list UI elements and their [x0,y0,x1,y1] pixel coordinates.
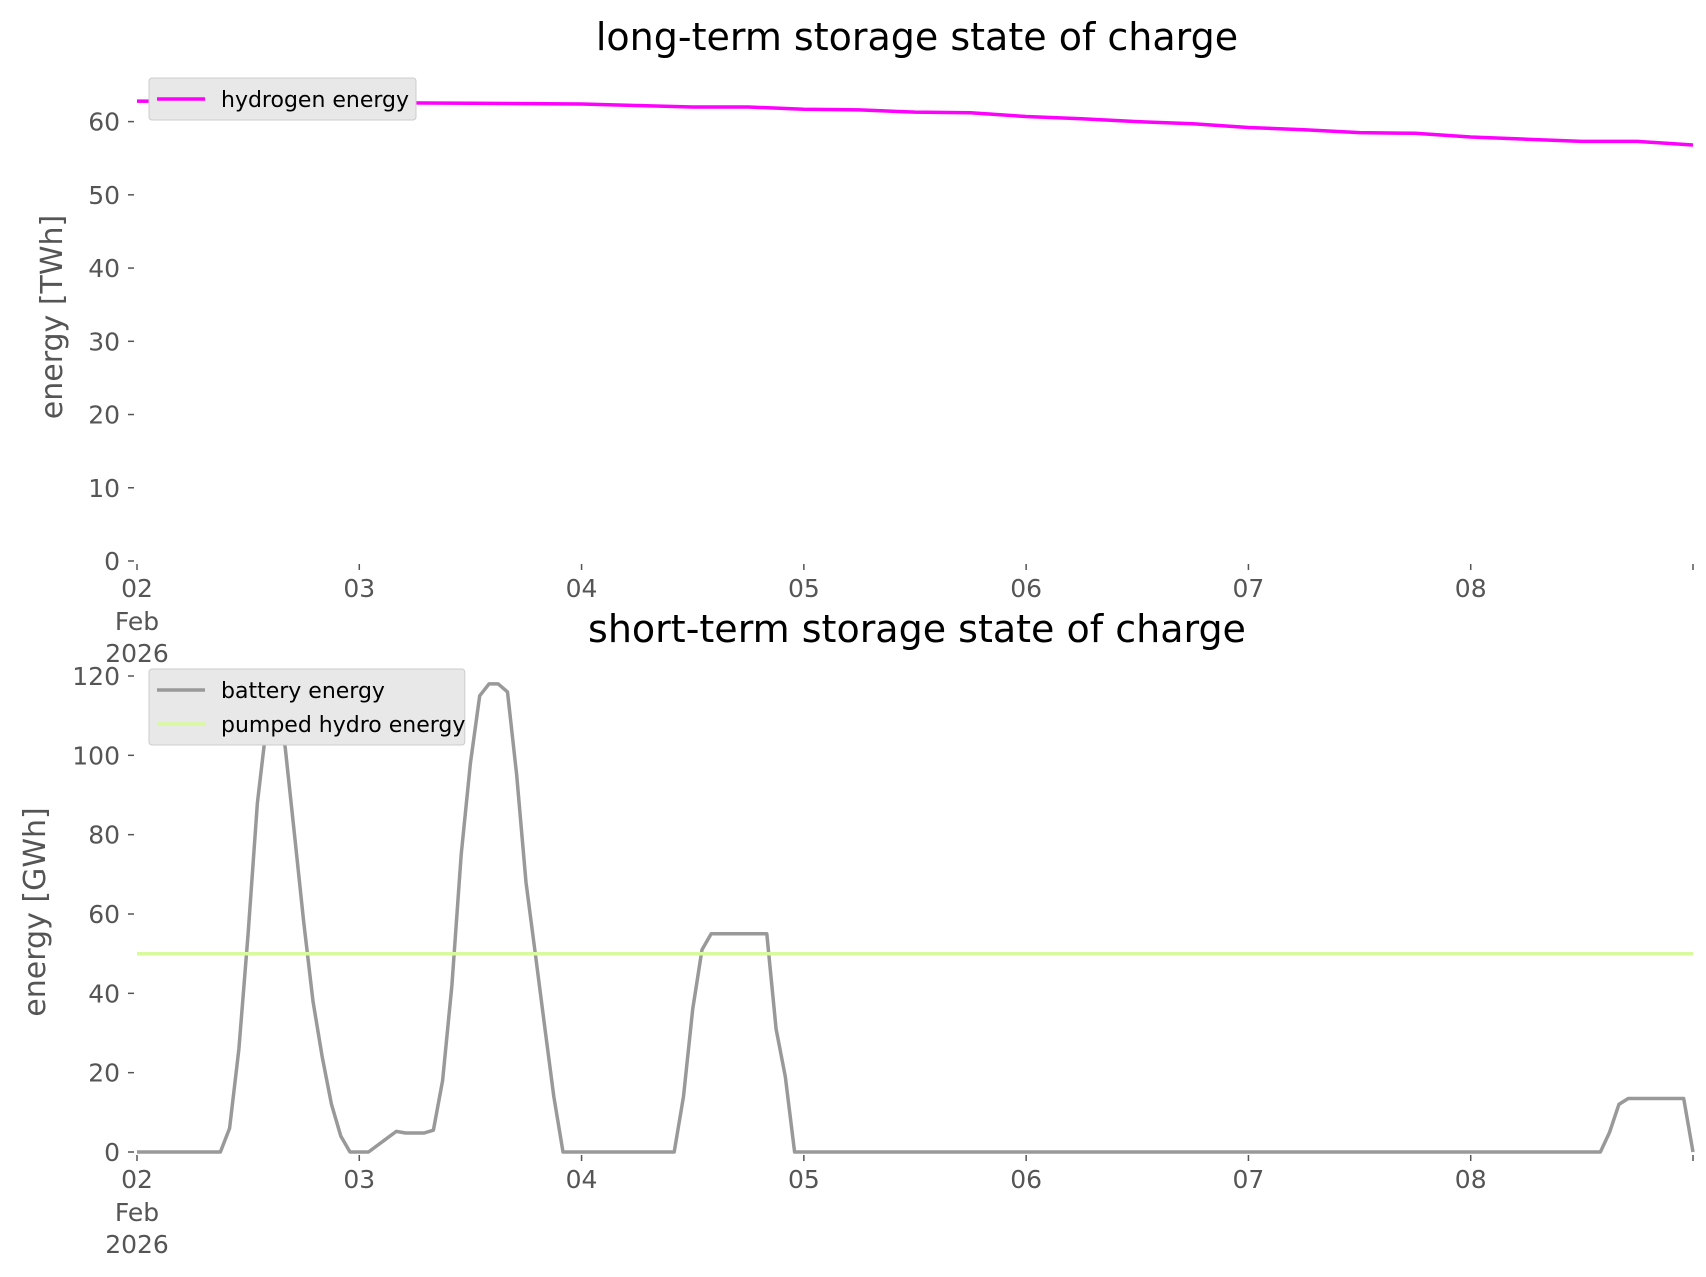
x-tick-label: 05 [788,1165,820,1194]
x-tick-label: 07 [1233,1165,1265,1194]
y-tick-label: 20 [88,1059,120,1088]
x-tick-label: 03 [343,1165,375,1194]
x-tick-sublabel: Feb [115,1198,159,1227]
series-line [137,682,1695,1154]
x-tick-label: 04 [566,574,598,603]
x-tick-label: 08 [1455,1165,1487,1194]
chart-title: long-term storage state of charge [596,15,1238,59]
legend: battery energy pumped hydro energy [148,668,466,746]
y-tick-label: 30 [88,327,120,356]
x-tick-sublabel: 2026 [105,1230,169,1259]
y-tick-label: 40 [88,254,120,283]
y-tick-label: 20 [88,401,120,430]
y-tick-label: 60 [88,900,120,929]
y-tick-label: 0 [104,1138,120,1167]
x-tick-label: 07 [1233,574,1265,603]
x-tick-label: 06 [1010,1165,1042,1194]
y-tick-label: 60 [88,108,120,137]
short-term-storage-chart: short-term storage state of charge energ… [18,607,1695,1259]
series-line [136,99,1694,147]
x-tick-sublabel: Feb [115,607,159,636]
x-tick-label: 03 [343,574,375,603]
legend-label: pumped hydro energy [221,713,465,738]
y-tick-label: 0 [104,547,120,576]
legend-box [148,77,417,121]
y-axis-label: energy [GWh] [18,807,53,1016]
legend-label: battery energy [221,679,385,704]
x-tick-label: 02 [121,1165,153,1194]
x-tick-label: 05 [788,574,820,603]
chart-title: short-term storage state of charge [588,607,1246,651]
x-tick-label: 08 [1455,574,1487,603]
legend-label: hydrogen energy [221,88,409,113]
legend-box [148,668,466,746]
x-tick-label: 06 [1010,574,1042,603]
x-tick-label: 04 [566,1165,598,1194]
y-tick-label: 120 [72,662,120,691]
axis-ticks: 0 20 40 60 80 100 120 02 Feb 2026 03 04 05 06 07 08 [72,662,1694,1259]
series-lines [137,682,1695,1154]
y-tick-label: 100 [72,741,120,770]
legend: hydrogen energy [148,77,417,121]
y-tick-label: 50 [88,181,120,210]
y-tick-label: 40 [88,979,120,1008]
y-tick-label: 80 [88,821,120,850]
axis-ticks: 0 10 20 30 40 50 60 02 Feb 2026 03 04 05 06 07 08 [88,108,1694,668]
x-tick-label: 02 [121,574,153,603]
x-tick-sublabel: 2026 [105,639,169,668]
series-lines [136,99,1694,147]
y-tick-label: 10 [88,474,120,503]
y-axis-label: energy [TWh] [35,215,70,419]
long-term-storage-chart: long-term storage state of charge energy… [35,15,1694,668]
